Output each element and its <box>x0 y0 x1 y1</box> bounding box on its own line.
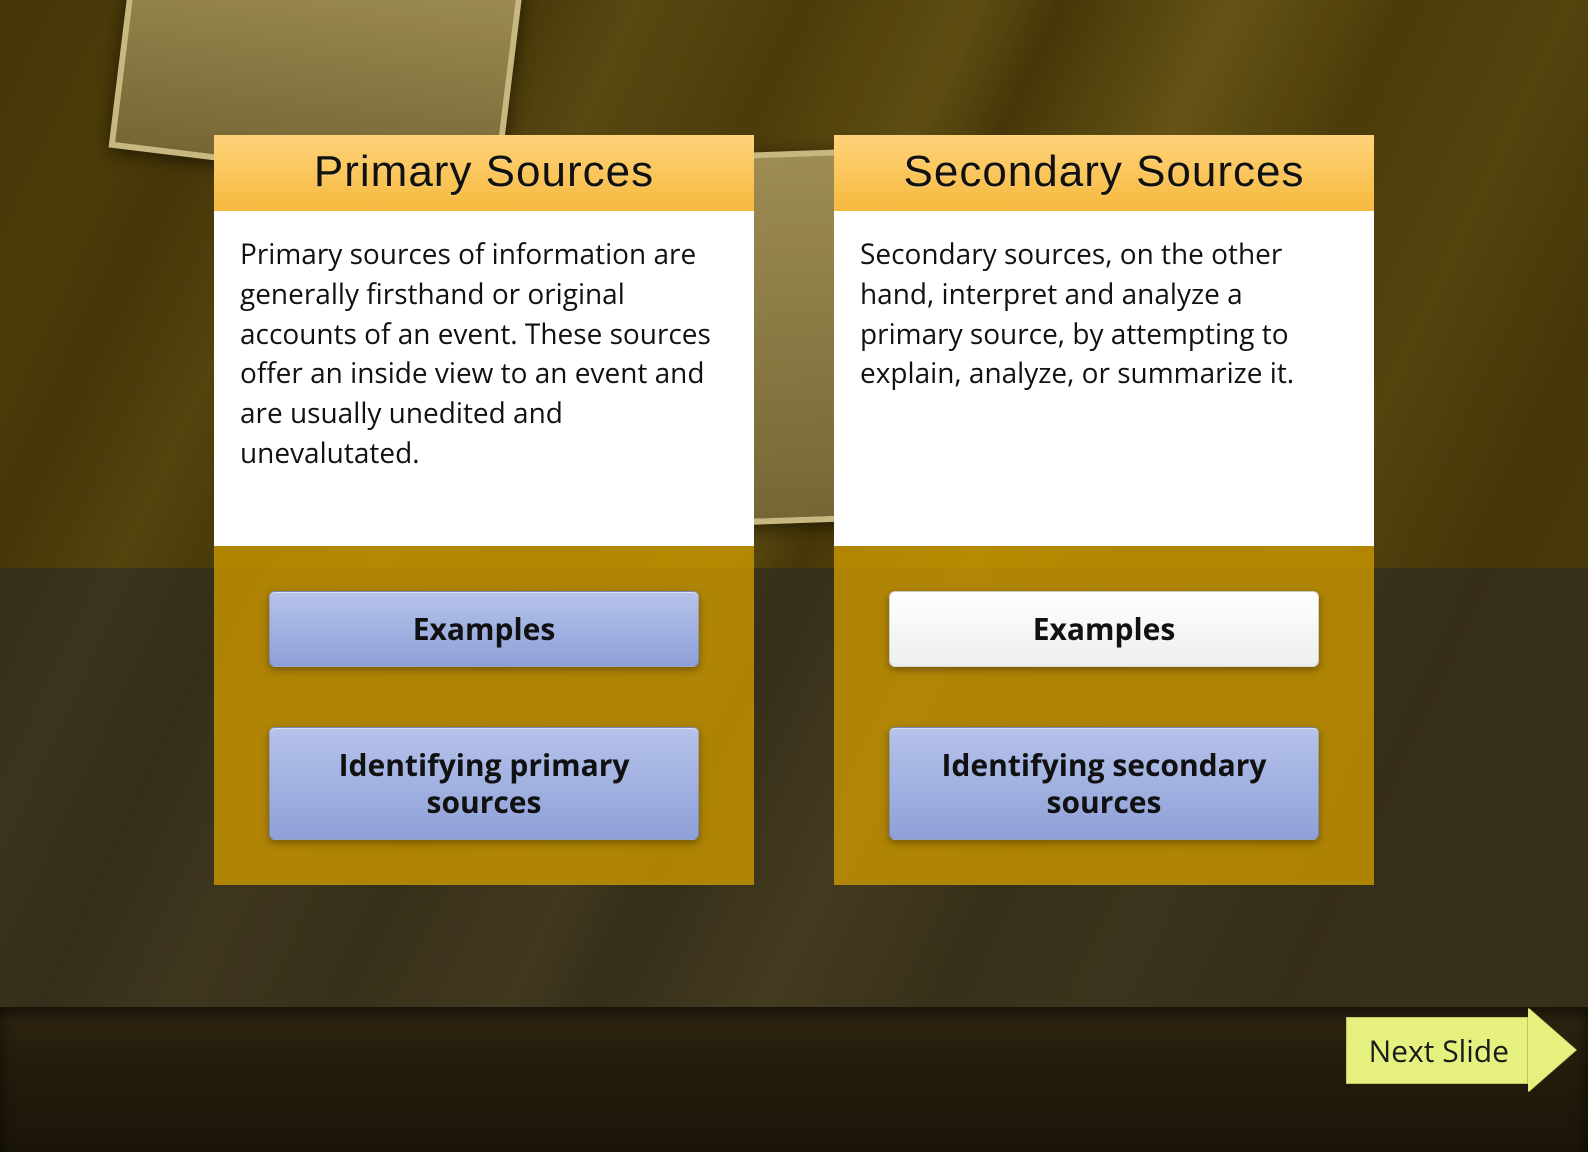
primary-card-title: Primary Sources <box>214 135 754 211</box>
secondary-card-title: Secondary Sources <box>834 135 1374 211</box>
secondary-sources-card: Secondary Sources Secondary sources, on … <box>834 135 1374 885</box>
secondary-examples-button[interactable]: Examples <box>889 591 1319 667</box>
secondary-card-body: Secondary sources, on the other hand, in… <box>834 211 1374 546</box>
primary-sources-card: Primary Sources Primary sources of infor… <box>214 135 754 885</box>
next-slide-label: Next Slide <box>1346 1017 1528 1084</box>
primary-identify-button[interactable]: Identifying primary sources <box>269 727 699 840</box>
next-slide-button[interactable]: Next Slide <box>1346 1008 1576 1092</box>
primary-examples-button[interactable]: Examples <box>269 591 699 667</box>
primary-card-body: Primary sources of information are gener… <box>214 211 754 546</box>
arrow-right-icon <box>1528 1008 1576 1092</box>
secondary-identify-button[interactable]: Identifying secondary sources <box>889 727 1319 840</box>
